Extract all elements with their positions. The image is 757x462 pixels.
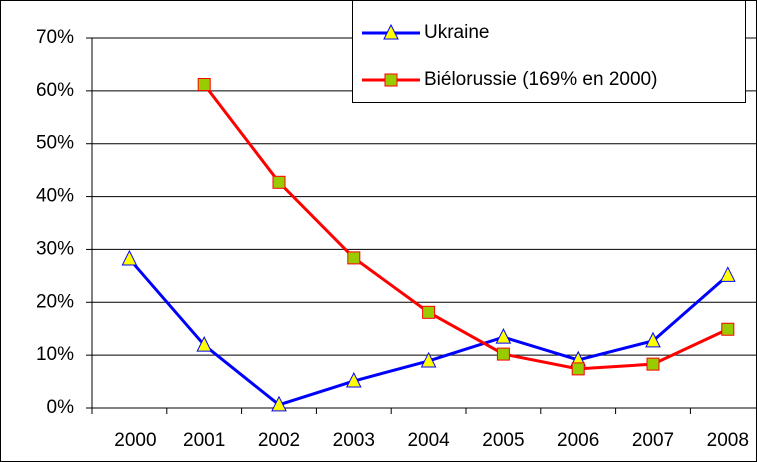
y-tick-label: 20%	[36, 291, 74, 312]
legend-marker	[383, 23, 399, 40]
marker	[721, 322, 735, 336]
legend-box	[352, 0, 746, 103]
y-tick-label: 0%	[47, 397, 75, 418]
x-tick-label: 2001	[183, 430, 225, 451]
y-tick-label: 10%	[36, 344, 74, 365]
x-tick-label: 2002	[258, 430, 300, 451]
marker	[271, 395, 287, 412]
x-tick-label: 2003	[333, 430, 375, 451]
legend-label: Biélorussie (169% en 2000)	[424, 69, 657, 90]
marker	[272, 175, 286, 189]
legend-label: Ukraine	[424, 22, 489, 43]
marker	[345, 371, 362, 388]
marker	[645, 331, 661, 348]
x-tick-label: 2004	[407, 430, 450, 451]
series-line	[203, 83, 729, 371]
marker	[197, 78, 211, 92]
y-tick-label: 50%	[36, 133, 74, 154]
y-tick-label: 70%	[36, 27, 74, 48]
marker	[422, 305, 436, 319]
marker	[719, 266, 736, 282]
x-tick-label: 2005	[482, 430, 524, 451]
x-tick-label: 2008	[707, 430, 749, 451]
marker	[196, 335, 213, 352]
y-tick-label: 40%	[36, 186, 74, 207]
marker	[646, 357, 660, 371]
x-tick-label: 2007	[632, 430, 674, 451]
y-tick-label: 30%	[36, 238, 74, 259]
x-tick-label: 2006	[557, 430, 599, 451]
legend-marker	[384, 73, 398, 87]
marker	[496, 347, 510, 361]
marker	[495, 328, 512, 344]
y-tick-label: 60%	[36, 80, 74, 101]
legend: Ukraine Biélorussie (169% en 2000)	[352, 0, 746, 103]
marker	[121, 249, 138, 266]
marker	[571, 362, 585, 376]
marker	[420, 351, 437, 368]
marker	[347, 251, 361, 265]
x-tick-label: 2000	[114, 430, 156, 451]
